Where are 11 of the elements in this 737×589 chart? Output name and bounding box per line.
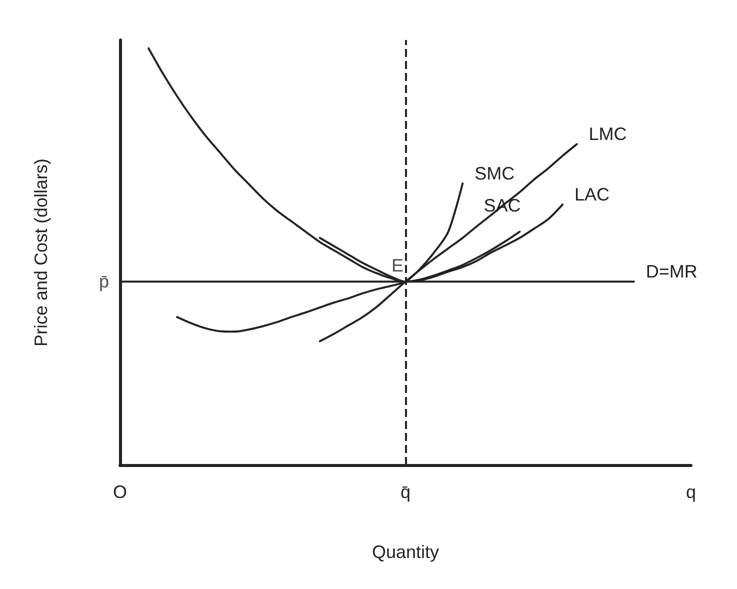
x-axis-title: Quantity xyxy=(372,542,440,562)
series-label: SMC xyxy=(474,163,515,184)
y-axis-title: Price and Cost (dollars) xyxy=(31,158,51,347)
annotation: E xyxy=(391,256,404,276)
x-tick-label: O xyxy=(112,482,128,502)
series-label: D=MR xyxy=(646,262,698,282)
annotation: p̄ xyxy=(98,272,109,292)
series-label: LMC xyxy=(588,124,627,144)
x-tick-label: q xyxy=(686,482,696,502)
series-label: LAC xyxy=(574,184,610,205)
x-tick-label: q̄ xyxy=(400,482,411,502)
